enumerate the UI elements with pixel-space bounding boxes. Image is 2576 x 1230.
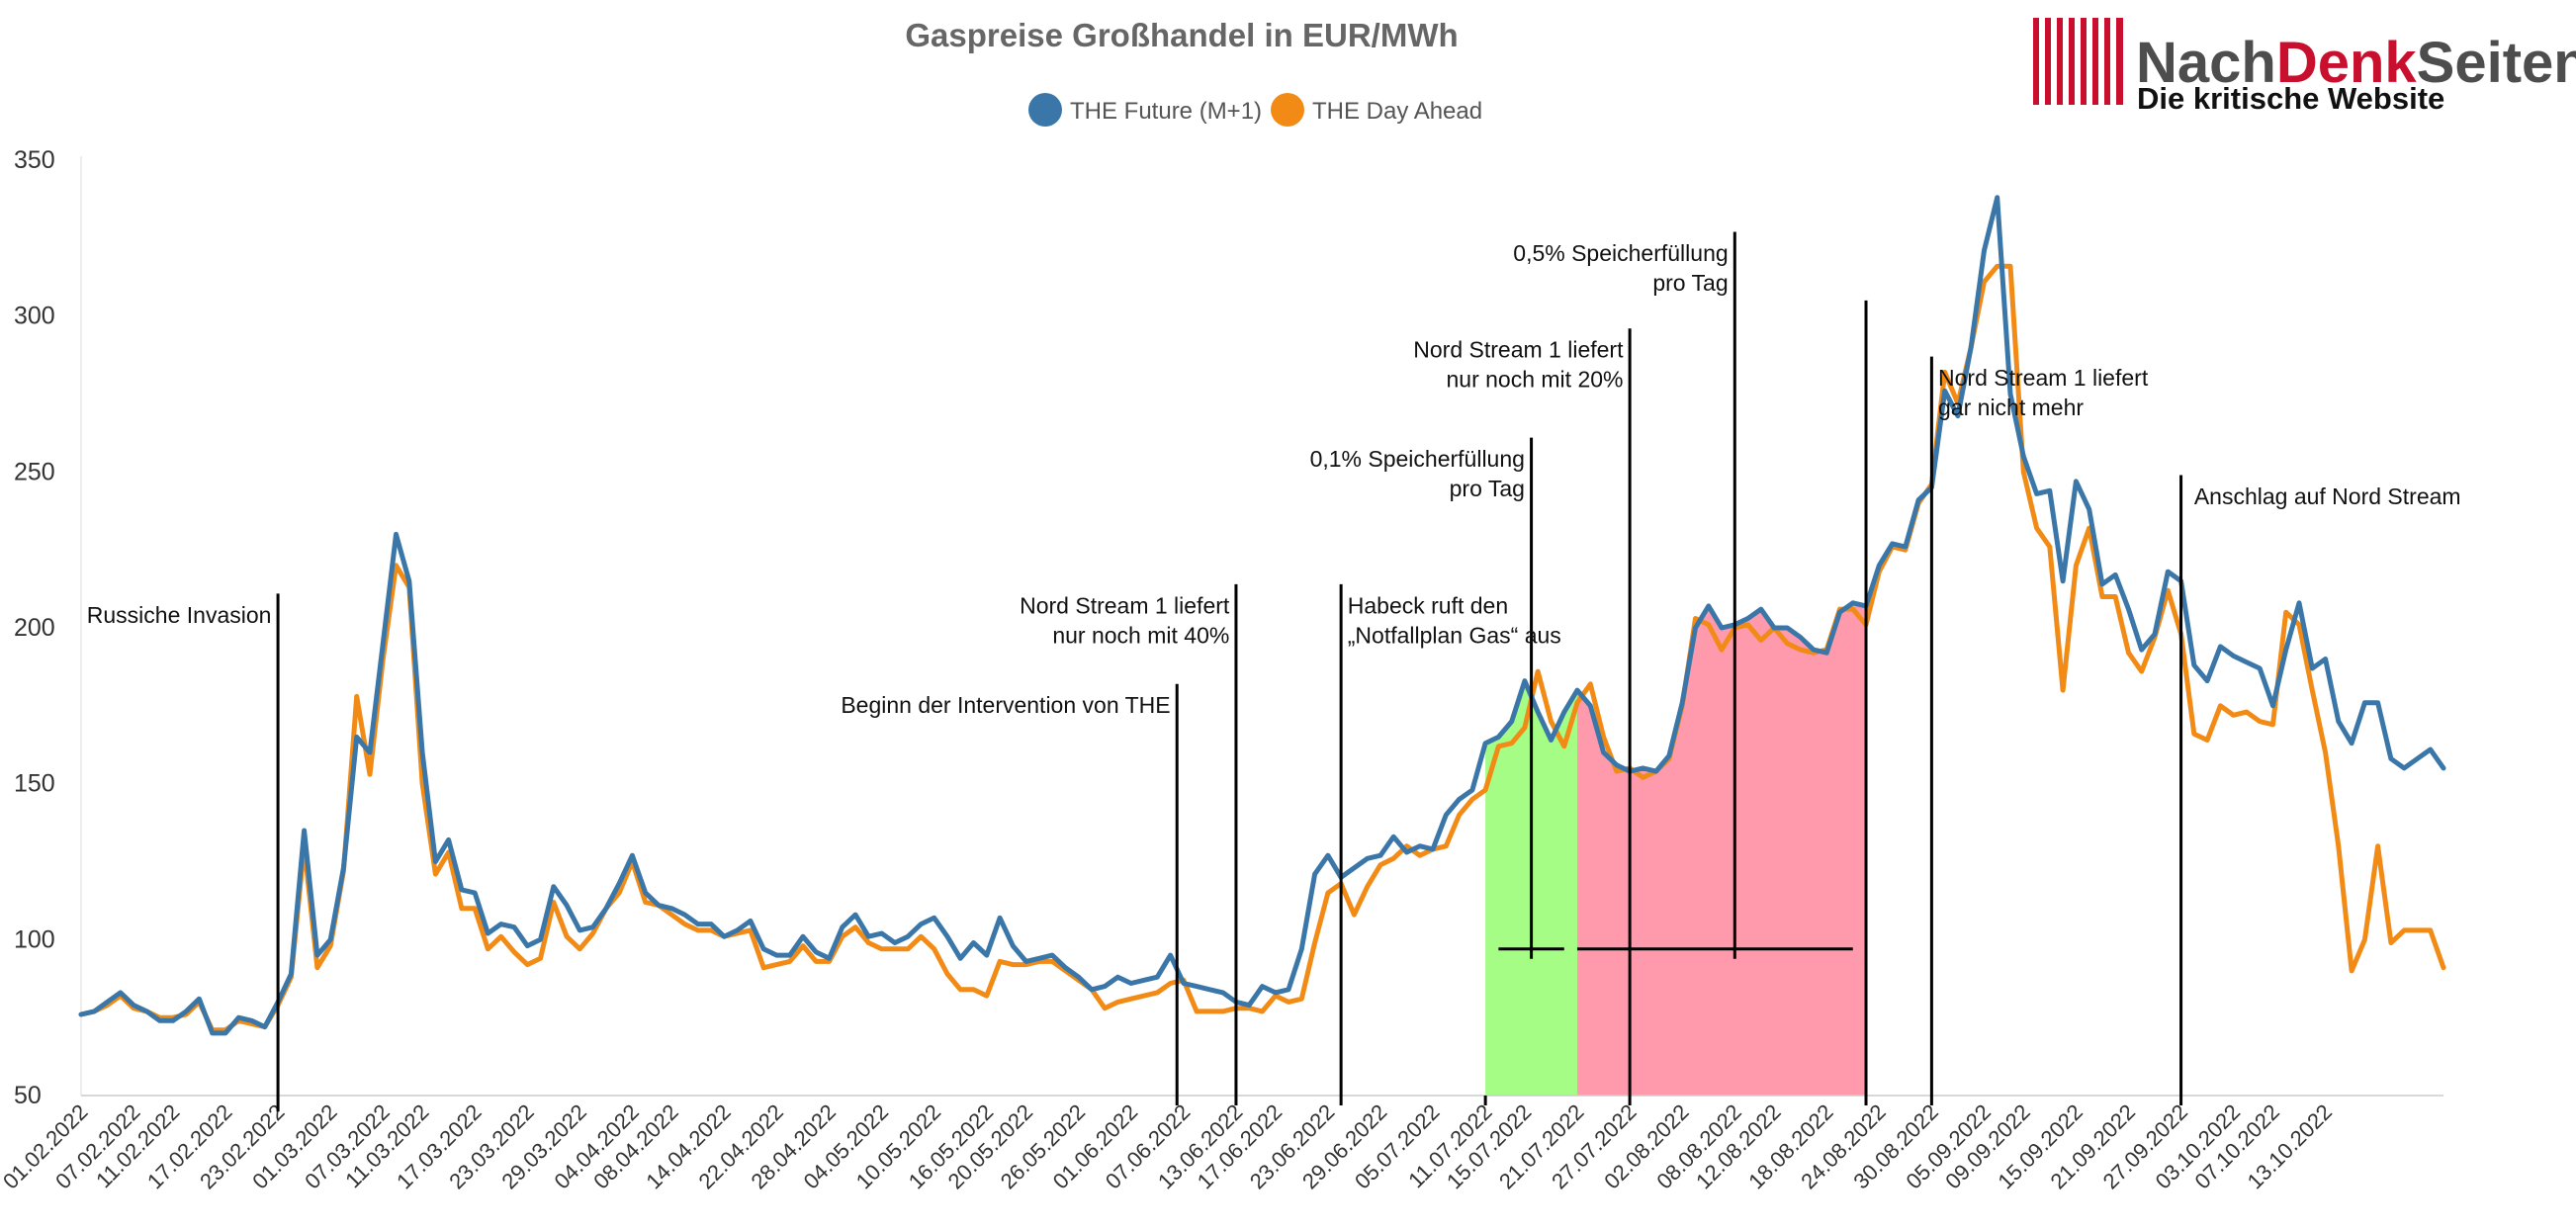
- legend-item-day-ahead: THE Day Ahead: [1271, 93, 1482, 127]
- y-tick-label: 350: [14, 146, 55, 174]
- shaded-regions: [1485, 602, 1867, 1096]
- logo-bar: [2081, 18, 2087, 105]
- event-annotation: Nord Stream 1 liefert nur noch mit 20%: [1413, 337, 1624, 393]
- axes: 3503002502001501005001.02.202207.02.2022…: [0, 146, 2443, 1193]
- event-annotation: Nord Stream 1 liefert gar nicht mehr: [1938, 365, 2149, 420]
- series-lines: [78, 195, 2446, 1036]
- logo-bar: [2069, 18, 2075, 105]
- logo-bar: [2045, 18, 2051, 105]
- event-annotation: 0,1% Speicherfüllung pro Tag: [1310, 446, 1525, 501]
- logo-bar: [2104, 18, 2110, 105]
- logo-bar: [2092, 18, 2098, 105]
- legend-label-future: THE Future (M+1): [1070, 98, 1262, 125]
- logo-word-denk: Denk: [2276, 31, 2418, 95]
- series-line-future: [78, 195, 2446, 1036]
- logo-bar: [2116, 18, 2123, 105]
- y-tick-label: 250: [14, 458, 55, 485]
- legend-marker-future: [1028, 93, 1062, 127]
- legend-item-future: THE Future (M+1): [1028, 93, 1262, 127]
- logo-bars-icon: [2033, 18, 2123, 105]
- event-annotation: Beginn der Intervention von THE: [841, 692, 1170, 718]
- logo-word-seiten: Seiten: [2417, 31, 2576, 95]
- shaded-region: [1577, 602, 1867, 1096]
- logo-bar: [2057, 18, 2063, 105]
- event-annotation: Anschlag auf Nord Stream: [2194, 483, 2461, 509]
- event-annotation: Habeck ruft den „Notfallplan Gas“ aus: [1348, 592, 1561, 648]
- legend-label-day-ahead: THE Day Ahead: [1312, 98, 1482, 125]
- series-line-day-ahead: [78, 263, 2446, 1033]
- event-annotation: Nord Stream 1 liefert nur noch mit 40%: [1020, 592, 1230, 648]
- event-annotation: 0,5% Speicherfüllung pro Tag: [1513, 240, 1728, 296]
- nachdenkseiten-logo: NachDenkSeiten Die kritische Website: [2033, 18, 2576, 116]
- y-tick-label: 150: [14, 770, 55, 798]
- y-tick-label: 300: [14, 303, 55, 330]
- chart-title: Gaspreise Großhandel in EUR/MWh: [905, 17, 1458, 53]
- y-tick-label: 100: [14, 925, 55, 953]
- event-annotation: Russiche Invasion: [87, 602, 272, 628]
- logo-word-nach: Nach: [2136, 31, 2276, 95]
- logo-tagline: Die kritische Website: [2137, 81, 2444, 116]
- annotations: Russiche Invasion Beginn der Intervention…: [87, 240, 2461, 718]
- event-lines: [276, 231, 2183, 1112]
- y-tick-label: 200: [14, 614, 55, 642]
- y-tick-label: 50: [14, 1082, 42, 1109]
- legend-marker-day-ahead: [1271, 93, 1304, 127]
- logo-wordmark: NachDenkSeiten: [2136, 31, 2576, 95]
- logo-bar: [2033, 18, 2039, 105]
- legend: THE Future (M+1) THE Day Ahead: [1028, 93, 1482, 127]
